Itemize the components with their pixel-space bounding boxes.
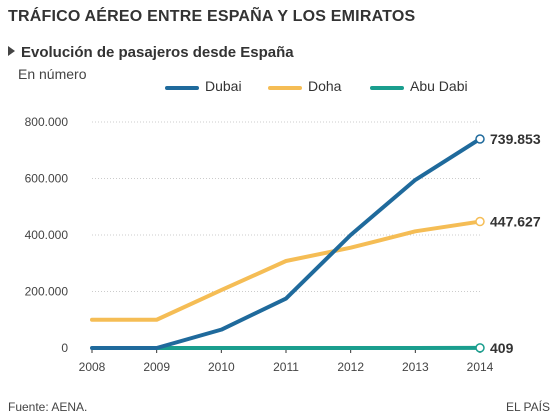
legend-swatch-doha (268, 86, 302, 90)
x-tick-label: 2008 (79, 360, 106, 374)
legend-label-abu-dabi: Abu Dabi (410, 78, 468, 94)
chart-subtitle-text: Evolución de pasajeros desde España (21, 44, 294, 61)
y-axis-unit: En número (18, 66, 87, 82)
bullet-icon (8, 46, 15, 56)
legend-swatch-dubai (165, 86, 199, 90)
legend-label-doha: Doha (308, 78, 342, 94)
y-tick-label: 400.000 (25, 228, 69, 242)
end-marker-abu-dabi (475, 343, 485, 353)
end-marker-dubai (475, 134, 485, 144)
legend-label-dubai: Dubai (205, 78, 242, 94)
x-tick-label: 2011 (273, 360, 299, 374)
series-line-dubai (90, 136, 482, 350)
chart-title: TRÁFICO AÉREO ENTRE ESPAÑA Y LOS EMIRATO… (8, 8, 416, 25)
y-tick-label: 200.000 (25, 285, 69, 299)
x-tick-label: 2009 (143, 360, 170, 374)
brand-logo: EL PAÍS (505, 400, 550, 414)
x-tick-label: 2012 (337, 360, 364, 374)
legend-swatch-abu-dabi (370, 86, 404, 90)
x-tick-label: 2013 (402, 360, 429, 374)
x-tick-label: 2010 (208, 360, 235, 374)
end-label-dubai: 739.853 (490, 131, 541, 147)
y-tick-label: 600.000 (25, 172, 69, 186)
y-tick-label: 0 (61, 341, 68, 355)
x-tick-label: 2014 (467, 360, 494, 374)
end-label-abu-dabi: 409 (490, 340, 514, 356)
y-tick-label: 800.000 (25, 115, 69, 129)
source-note: Fuente: AENA. (8, 400, 88, 414)
end-label-doha: 447.627 (490, 214, 541, 230)
chart-subtitle: Evolución de pasajeros desde España (8, 44, 294, 61)
series-line-doha (90, 219, 482, 322)
end-marker-doha (475, 216, 485, 227)
